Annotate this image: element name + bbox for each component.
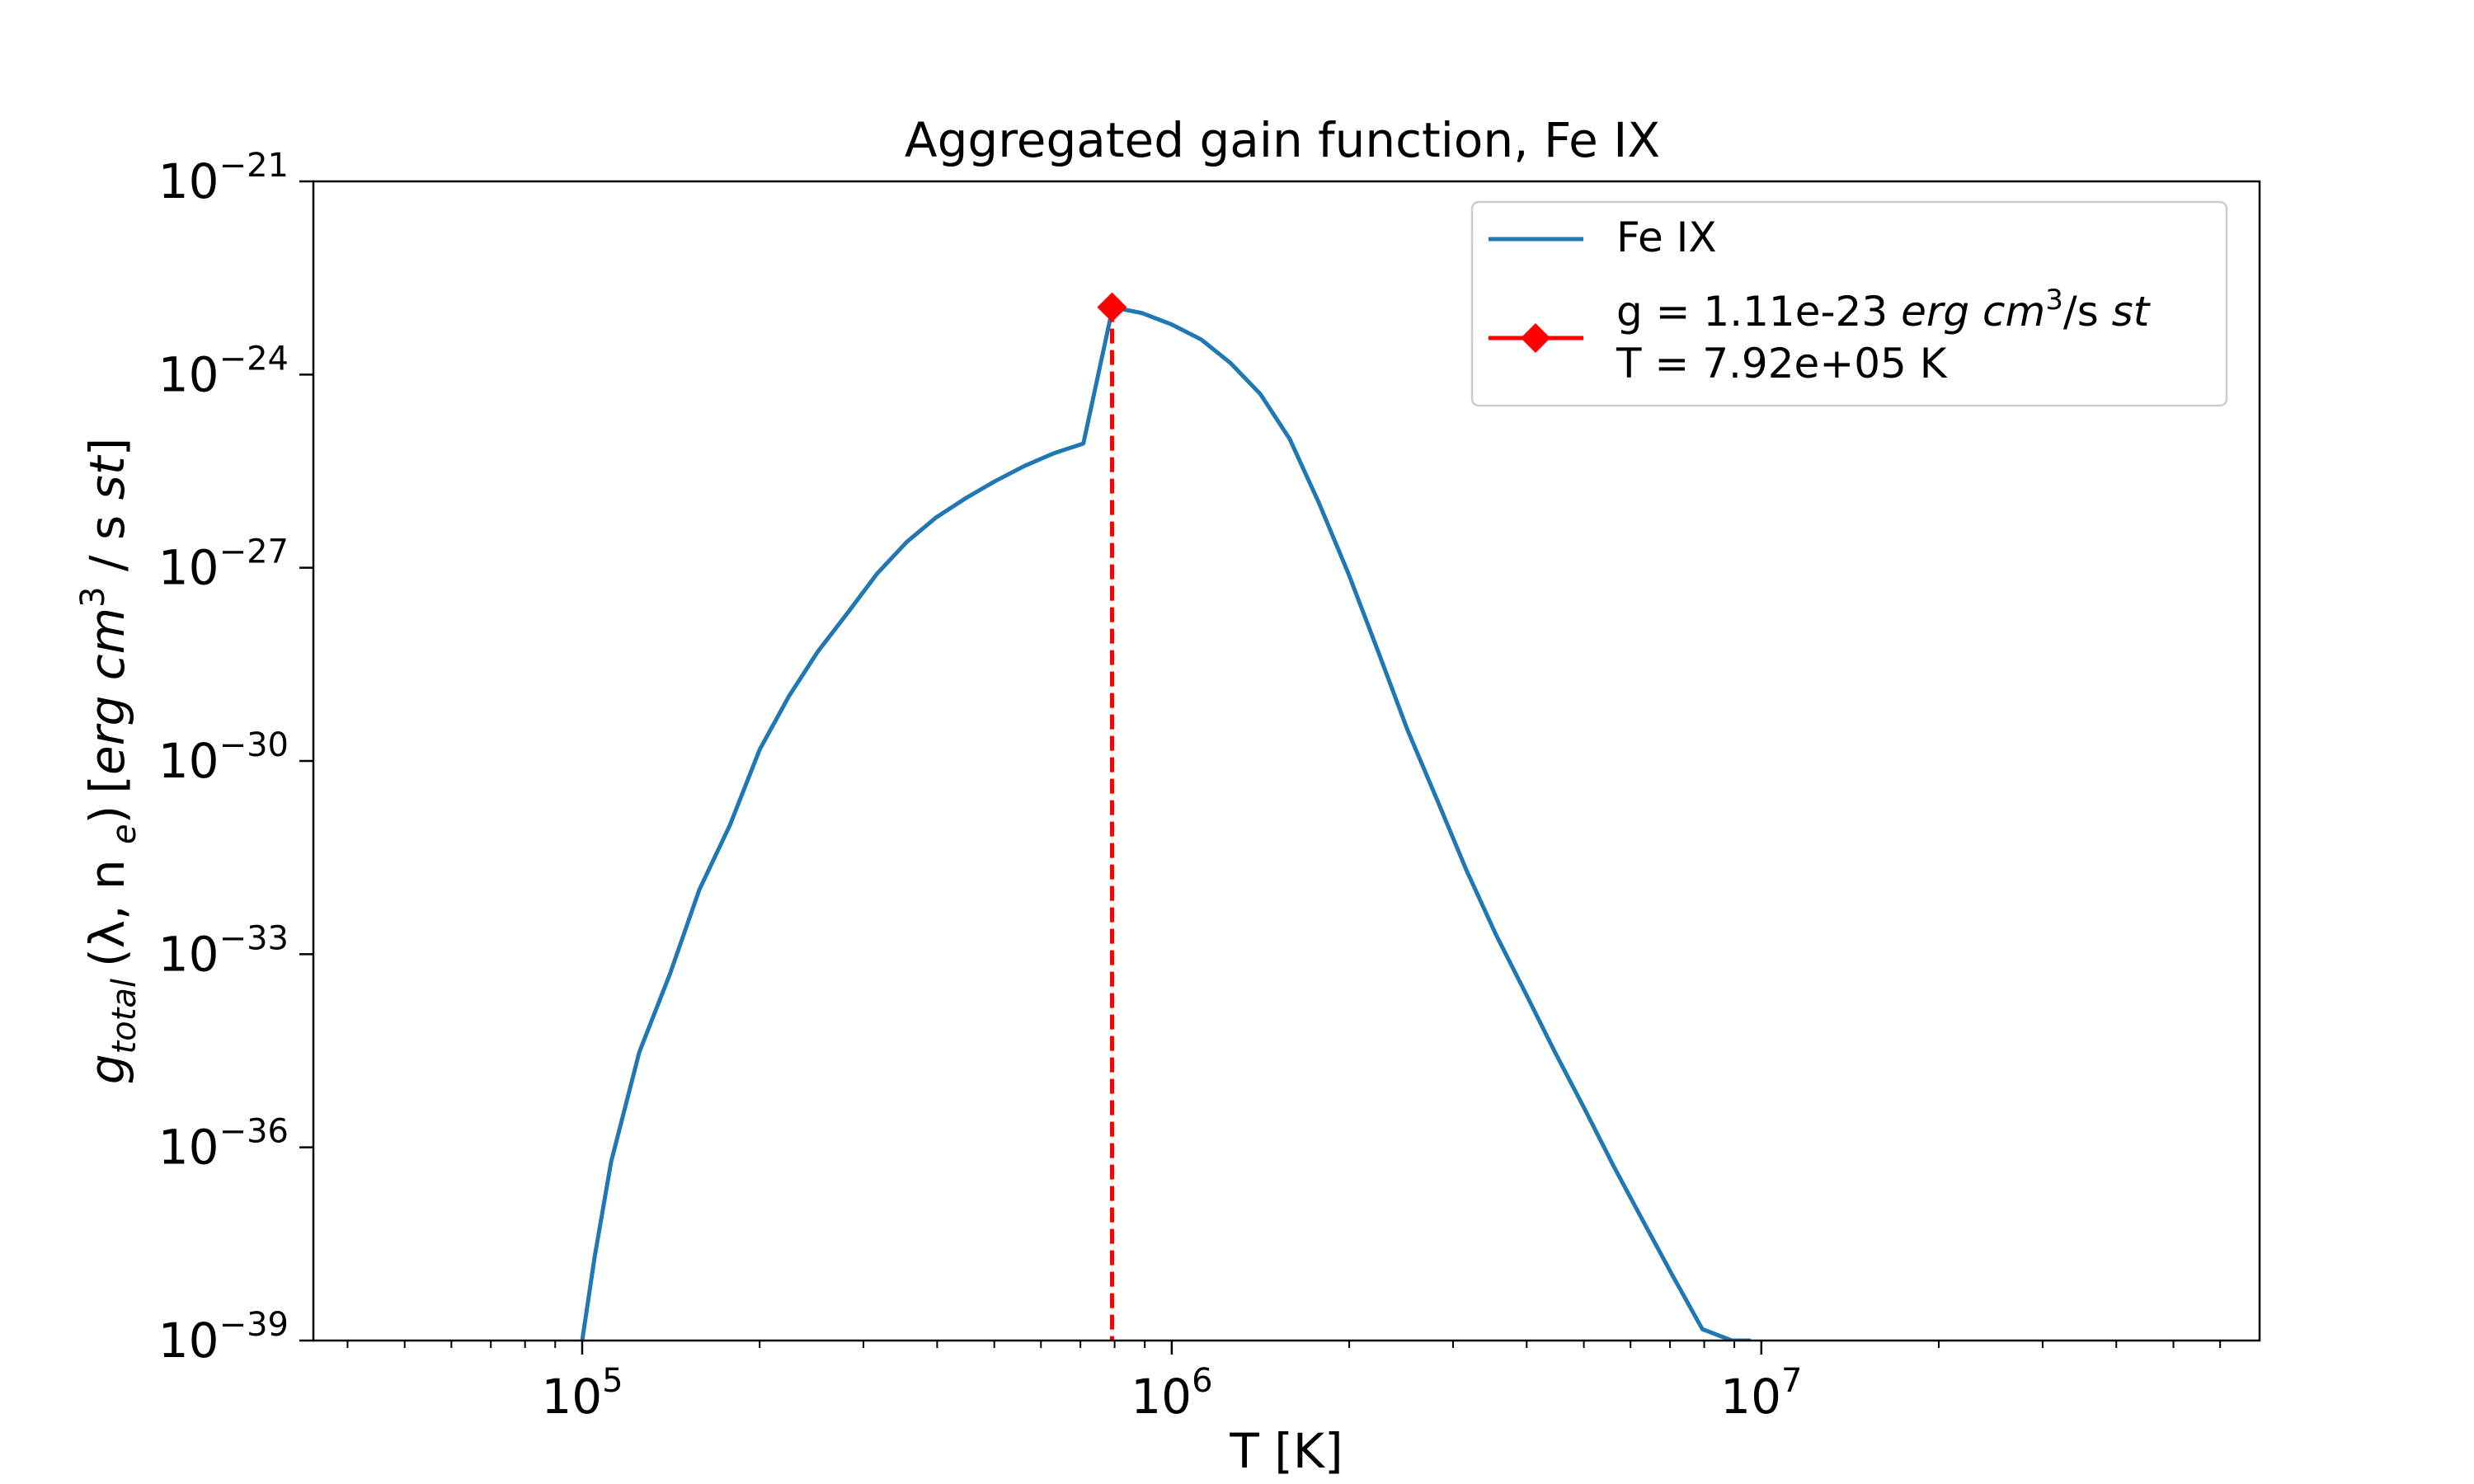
series-line-fe-ix [580,305,1752,1341]
legend-box [1470,200,2228,407]
y-tick-label: 10−27 [158,533,289,596]
plot-area [580,292,1752,1341]
y-tick-label: 10−30 [158,726,289,789]
legend-peak-g-text: g = 1.11e-23 [1616,288,1901,336]
y-tick-base: 10 [158,1120,219,1176]
y-label-unit-open: [ [79,775,135,794]
x-tick-base: 10 [1131,1369,1192,1425]
x-tick-label: 107 [1720,1362,1802,1425]
legend-peak-slash: /s [2063,288,2112,336]
legend-peak-exp: 3 [2045,284,2063,317]
peak-marker [1097,292,1127,322]
y-label-sub: total [106,979,143,1054]
legend-label-fe-ix: Fe IX [1616,214,1717,261]
y-tick-label: 10−39 [158,1306,289,1369]
x-axis-label: T [K] [1229,1423,1343,1479]
x-tick-base: 10 [541,1369,602,1425]
y-tick-label: 10−36 [158,1113,289,1176]
legend-peak-st: st [2112,288,2152,336]
y-axis-label: gtotal (λ, n e) [erg cm3 / s st] [74,438,143,1085]
axis-ticks: 105 106 10710−2110−2410−2710−3010−3310−361… [158,147,2222,1425]
x-tick-label: 105 [541,1362,623,1425]
y-label-unit-exp: 3 [74,586,112,607]
y-label-n [79,844,135,859]
chart-title: Aggregated gain function, Fe IX [905,112,1660,168]
y-tick-base: 10 [158,733,219,789]
y-tick-base: 10 [158,540,219,596]
y-tick-exp: −36 [219,1113,289,1151]
y-label-unit-close: ] [79,438,135,457]
legend: Fe IX g = 1.11e-23 erg cm3/s st T = 7.92… [1470,200,2228,407]
y-tick-exp: −21 [219,147,289,185]
y-tick-exp: −33 [219,919,289,957]
x-tick-exp: 6 [1192,1362,1212,1400]
y-tick-exp: −27 [219,533,289,571]
y-tick-label: 10−33 [158,919,289,982]
y-tick-label: 10−21 [158,147,289,209]
y-label-g: g [79,1054,135,1084]
y-label-args-sub: e [106,824,143,844]
legend-peak-erg: erg cm [1901,288,2045,336]
x-tick-base: 10 [1720,1369,1781,1425]
y-label-unit-erg: erg cm [79,608,135,775]
y-tick-label: 10−24 [158,340,289,402]
y-label-args: (λ, n [79,859,135,967]
legend-peak-marker-icon [1521,323,1550,353]
y-tick-base: 10 [158,346,219,402]
y-tick-exp: −24 [219,340,289,378]
y-tick-exp: −30 [219,726,289,764]
legend-label-peak-t: T = 7.92e+05 K [1616,340,1948,387]
y-label-unit-slash: / s [79,500,135,586]
y-label-args-close: ) [79,805,135,824]
x-tick-label: 106 [1131,1362,1212,1425]
y-tick-base: 10 [158,1313,219,1369]
y-tick-base: 10 [158,926,219,982]
legend-label-peak-g: g = 1.11e-23 erg cm3/s st [1616,284,2152,336]
y-tick-base: 10 [158,153,219,209]
y-tick-exp: −39 [219,1306,289,1344]
x-tick-exp: 5 [602,1362,623,1400]
x-tick-exp: 7 [1781,1362,1802,1400]
y-label-unit-st: st [79,454,135,500]
